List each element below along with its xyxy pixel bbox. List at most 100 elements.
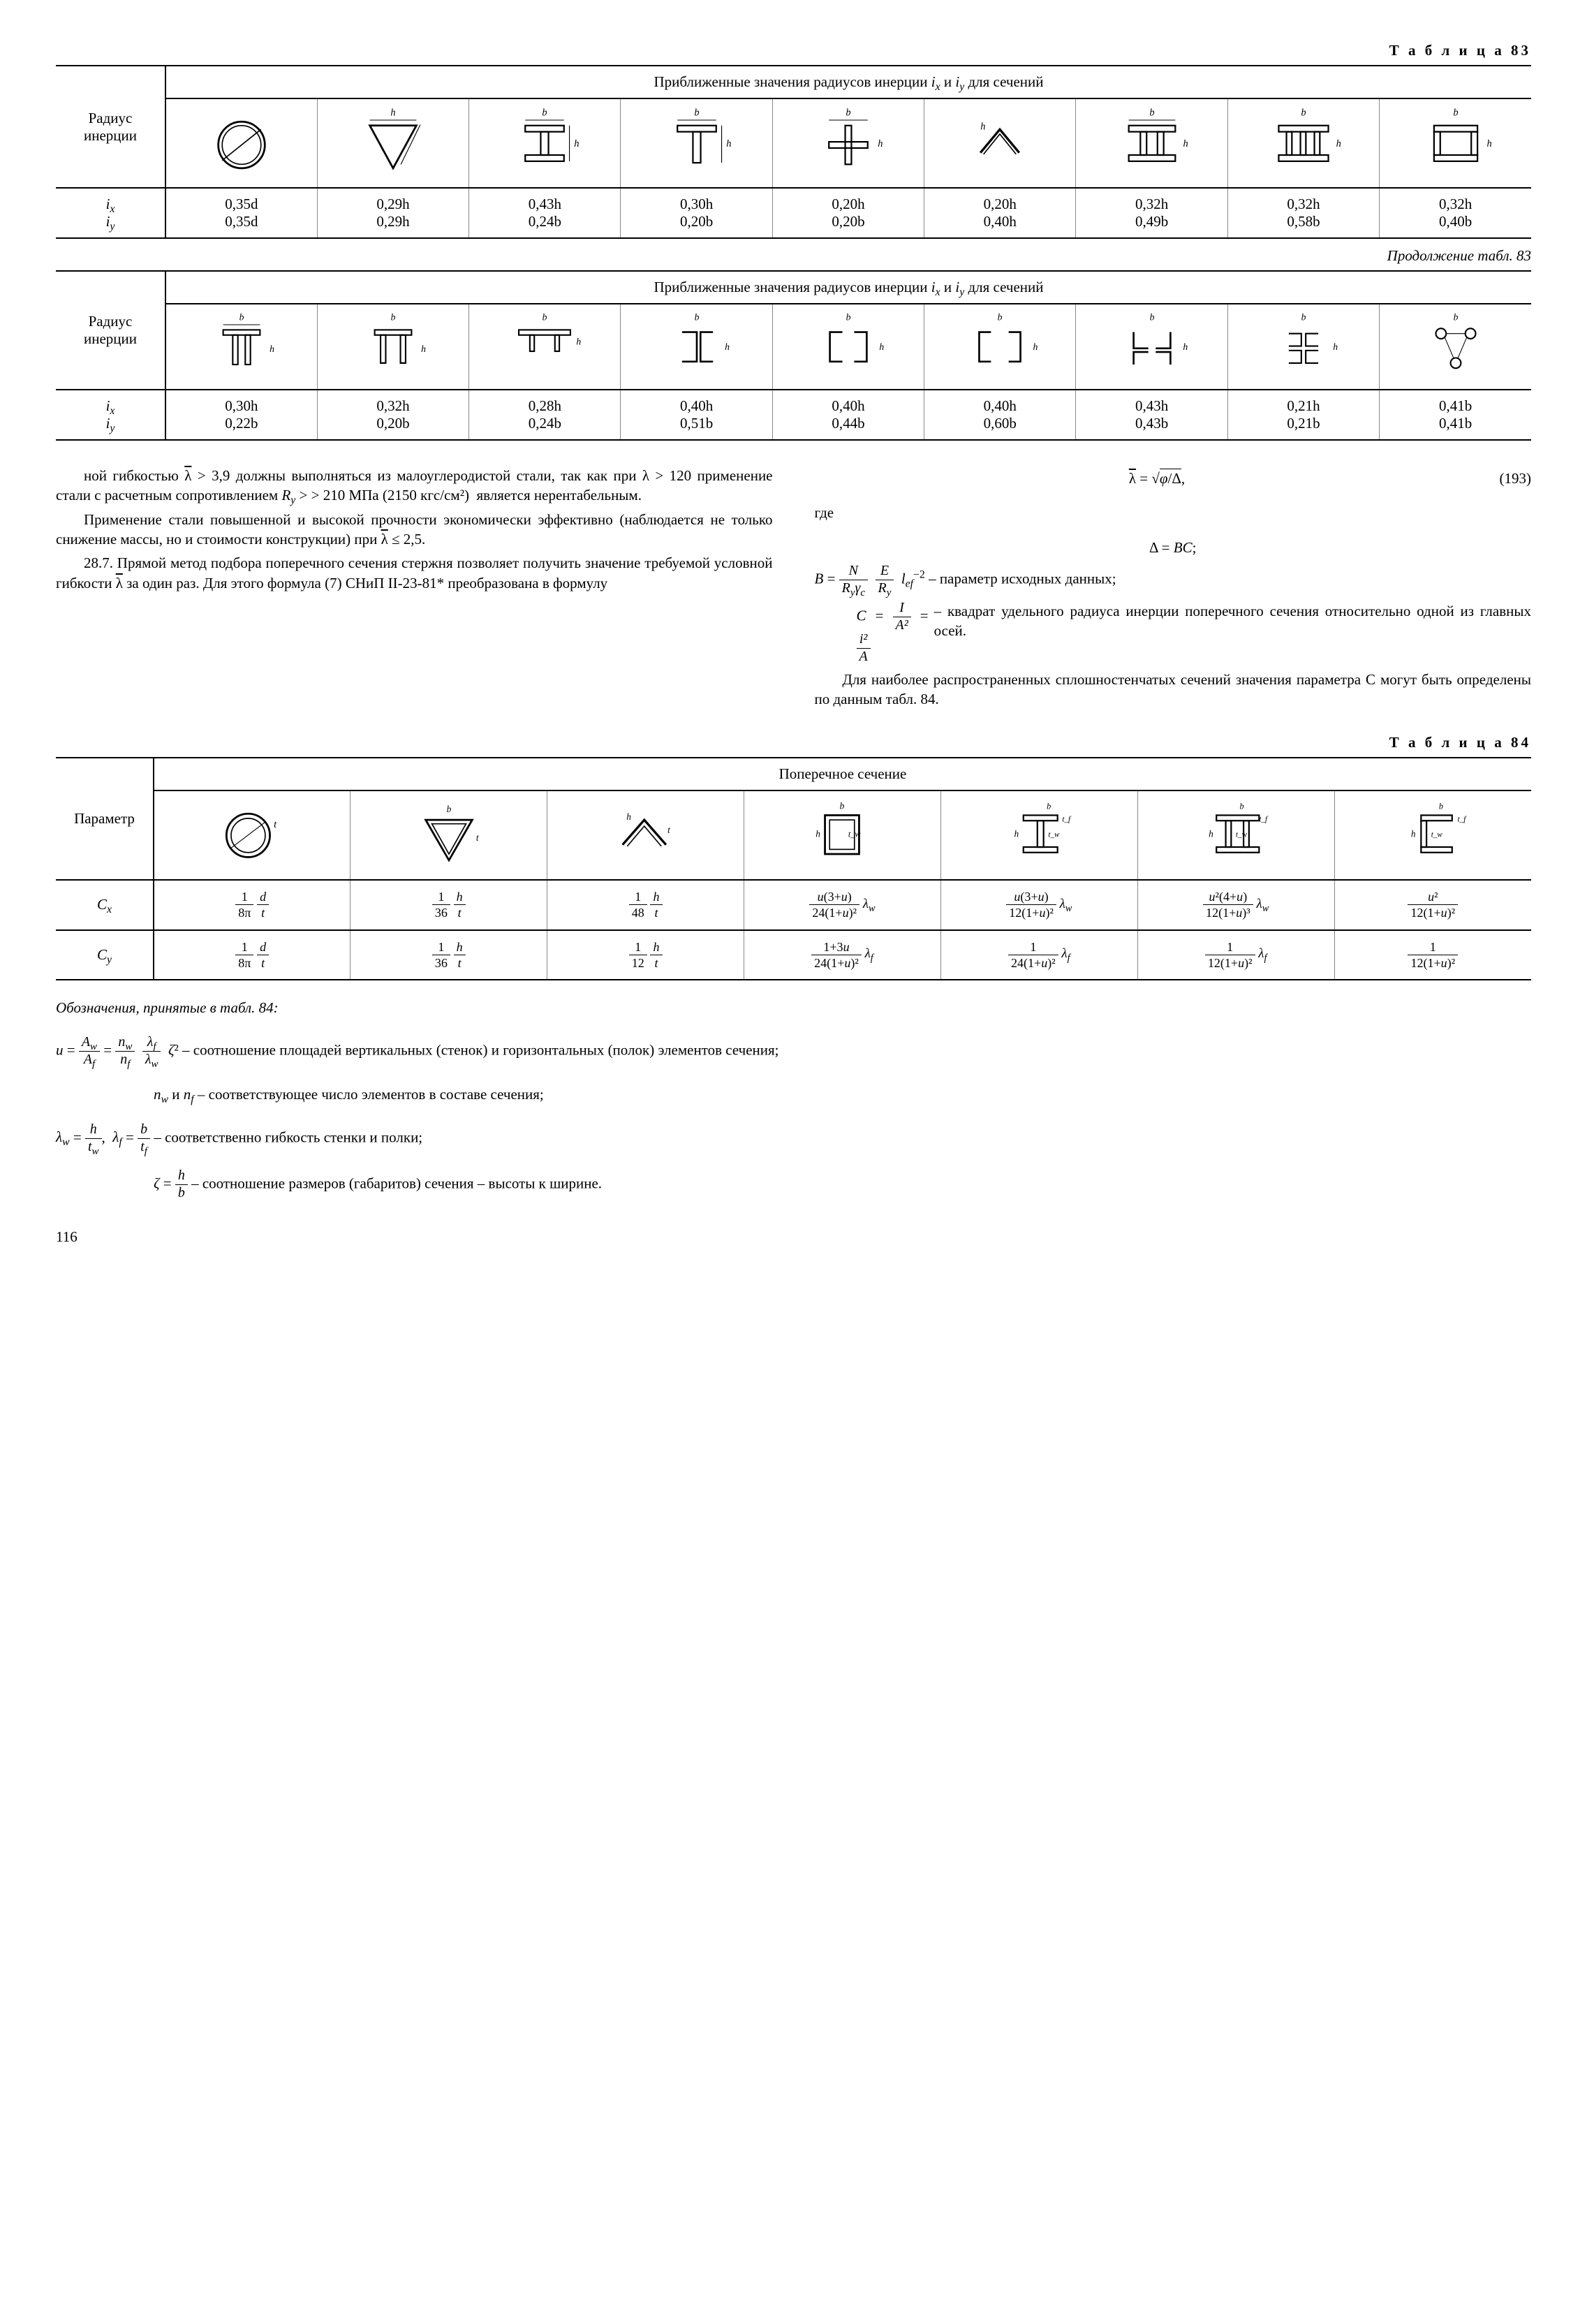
t83-p2-c2: 0,28h0,24b bbox=[469, 390, 621, 440]
shape-ibeam-3web: bh bbox=[1227, 98, 1379, 188]
table-84-notes: Обозначения, принятые в табл. 84: u = Aw… bbox=[56, 995, 1531, 1200]
svg-text:b: b bbox=[1301, 312, 1306, 323]
shape-angle: h bbox=[924, 98, 1076, 188]
t83b-rowhdr: Радиус инерции bbox=[56, 271, 165, 390]
note-lambda: λw = htw, λf = btf – соответственно гибк… bbox=[56, 1123, 1531, 1154]
shape-ibeam-box: bh bbox=[1380, 98, 1531, 188]
svg-text:b: b bbox=[542, 107, 547, 118]
t83b-ix-iy-label: ixiy bbox=[56, 390, 165, 440]
t84-shape-angle2: ht bbox=[547, 790, 744, 880]
svg-text:t_f: t_f bbox=[1259, 816, 1269, 824]
svg-text:h: h bbox=[879, 341, 884, 352]
shape-cross-angles: bh bbox=[1227, 304, 1379, 390]
table-84: Параметр Поперечное сечение t bt ht bt_w… bbox=[56, 757, 1531, 980]
svg-text:t_w: t_w bbox=[1049, 831, 1061, 839]
svg-text:h: h bbox=[725, 341, 730, 352]
left-column: ной гибкостью λ > 3,9 должны выполняться… bbox=[56, 462, 773, 713]
svg-text:t: t bbox=[274, 820, 277, 831]
t83-p1-c8: 0,32h0,40b bbox=[1380, 188, 1531, 238]
t83-p2-c3: 0,40h0,51b bbox=[621, 390, 772, 440]
t83-p2-c5: 0,40h0,60b bbox=[924, 390, 1076, 440]
svg-text:h: h bbox=[816, 829, 821, 839]
t84-cy-4: 124(1+u)² λf bbox=[940, 930, 1137, 980]
t83-p1-c5: 0,20h0,40h bbox=[924, 188, 1076, 238]
t83-p2-c4: 0,40h0,44b bbox=[772, 390, 924, 440]
note-zeta: ζ = hb – соотношение размеров (габаритов… bbox=[154, 1169, 1531, 1200]
t84-shape-channel: bt_ft_wh bbox=[1334, 790, 1531, 880]
shape-ibeam-channels: bh bbox=[1076, 98, 1227, 188]
note-nwnf: nw и nf – соответствующее число элементо… bbox=[154, 1082, 1531, 1108]
t84-cy-label: Cy bbox=[56, 930, 154, 980]
eqn-delta: Δ = BC; bbox=[815, 538, 1532, 557]
right-column: λ = √φ/Δ, (193) где Δ = BC; B = NRyγc ER… bbox=[815, 462, 1532, 713]
t83b-section-header: Приближенные значения радиусов инерции i… bbox=[165, 271, 1531, 304]
t84-shape-box: b t_w h bbox=[744, 790, 941, 880]
svg-text:t_w: t_w bbox=[1431, 831, 1443, 839]
shape-channel-pair-1: bh bbox=[621, 304, 772, 390]
eqn-C: C = IA² = i²A – квадрат удельного радиус… bbox=[857, 601, 1532, 664]
t83-p1-c7: 0,32h0,58b bbox=[1227, 188, 1379, 238]
t84-shape-ibeam: bt_ft_wh bbox=[940, 790, 1137, 880]
t84-cy-1: 136 ht bbox=[350, 930, 547, 980]
eqn-B: B = NRyγc ERy lef−2 – параметр исходных … bbox=[815, 564, 1532, 596]
svg-text:h: h bbox=[1014, 829, 1019, 839]
t84-cy-6: 112(1+u)² bbox=[1334, 930, 1531, 980]
shape-tbeam: bh bbox=[621, 98, 772, 188]
svg-text:h: h bbox=[1033, 341, 1038, 352]
t83-p2-c7: 0,21h0,21b bbox=[1227, 390, 1379, 440]
t84-shape-tri: bt bbox=[350, 790, 547, 880]
t84-cx-2: 148 ht bbox=[547, 880, 744, 929]
svg-text:b: b bbox=[1301, 107, 1306, 118]
svg-text:h: h bbox=[981, 121, 986, 132]
t83-p1-c2: 0,43h0,24b bbox=[469, 188, 621, 238]
svg-text:t_w: t_w bbox=[848, 830, 862, 839]
t84-cx-6: u²12(1+u)² bbox=[1334, 880, 1531, 929]
svg-text:b: b bbox=[998, 312, 1003, 323]
t84-shape-tube: t bbox=[154, 790, 350, 880]
shape-channel-pair-3: bh bbox=[924, 304, 1076, 390]
svg-text:b: b bbox=[840, 801, 845, 811]
svg-text:h: h bbox=[878, 138, 883, 149]
svg-text:h: h bbox=[1183, 138, 1188, 149]
table-83-part1: Радиус инерции Приближенные значения рад… bbox=[56, 65, 1531, 239]
shape-tee-1: bh bbox=[165, 304, 317, 390]
shape-triangle: h bbox=[317, 98, 468, 188]
svg-text:h: h bbox=[577, 337, 582, 347]
t83-p1-c4: 0,20h0,20b bbox=[772, 188, 924, 238]
shape-angle-pair: bh bbox=[1076, 304, 1227, 390]
svg-text:b: b bbox=[391, 312, 396, 323]
svg-text:h: h bbox=[626, 812, 631, 823]
svg-text:h: h bbox=[1411, 829, 1416, 839]
t83-p2-c8: 0,41b0,41b bbox=[1380, 390, 1531, 440]
shape-cross: bh bbox=[772, 98, 924, 188]
table-83-continuation: Продолжение табл. 83 bbox=[56, 247, 1531, 265]
t84-cy-3: 1+3u24(1+u)² λf bbox=[744, 930, 941, 980]
svg-text:h: h bbox=[390, 107, 395, 118]
svg-text:b: b bbox=[1240, 802, 1244, 811]
t83-p1-c1: 0,29h0,29h bbox=[317, 188, 468, 238]
t83-ix-iy-label: ixiy bbox=[56, 188, 165, 238]
t83-p1-c3: 0,30h0,20b bbox=[621, 188, 772, 238]
note-u: u = AwAf = nwnf λfλw ζ² – соотношение пл… bbox=[56, 1036, 1531, 1067]
t84-cy-0: 18π dt bbox=[154, 930, 350, 980]
svg-text:b: b bbox=[1047, 802, 1051, 811]
svg-text:h: h bbox=[1209, 829, 1213, 839]
svg-text:h: h bbox=[1333, 341, 1338, 352]
para-3: 28.7. Прямой метод подбора поперечного с… bbox=[56, 553, 773, 593]
svg-text:h: h bbox=[1183, 341, 1188, 352]
t83-p2-c6: 0,43h0,43b bbox=[1076, 390, 1227, 440]
t83-section-header: Приближенные значения радиусов инерции i… bbox=[165, 66, 1531, 98]
svg-text:b: b bbox=[1149, 312, 1154, 323]
t84-cx-1: 136 ht bbox=[350, 880, 547, 929]
t84-cx-3: u(3+u)24(1+u)² λw bbox=[744, 880, 941, 929]
para-4: Для наиболее распространенных сплошносте… bbox=[815, 670, 1532, 709]
t84-cx-5: u²(4+u)12(1+u)³ λw bbox=[1137, 880, 1334, 929]
t84-cx-label: Cx bbox=[56, 880, 154, 929]
shape-tee-2: bh bbox=[317, 304, 468, 390]
svg-text:b: b bbox=[446, 804, 451, 814]
t83-p2-c1: 0,32h0,20b bbox=[317, 390, 468, 440]
shape-channel-pair-2: bh bbox=[772, 304, 924, 390]
para-2: Применение стали повышенной и высокой пр… bbox=[56, 510, 773, 550]
svg-text:b: b bbox=[846, 107, 850, 118]
t84-cy-5: 112(1+u)² λf bbox=[1137, 930, 1334, 980]
